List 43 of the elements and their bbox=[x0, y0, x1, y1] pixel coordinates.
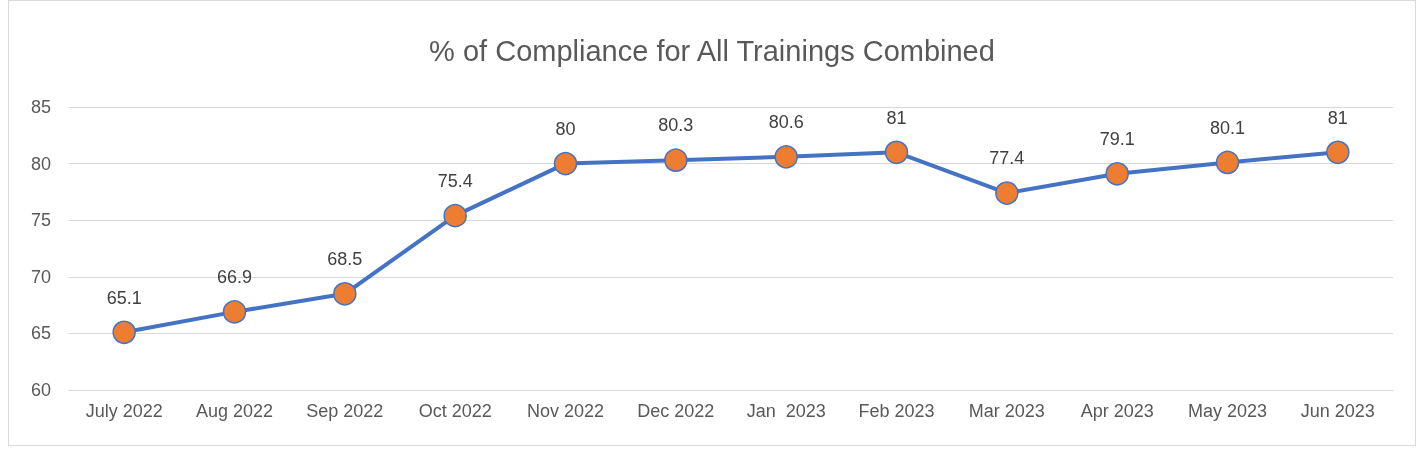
x-tick-label: May 2023 bbox=[1187, 401, 1268, 421]
data-label: 80.6 bbox=[768, 112, 804, 133]
point bbox=[112, 320, 136, 345]
x-tick-label: Feb 2023 bbox=[858, 401, 935, 421]
data-label: 68.5 bbox=[327, 249, 363, 270]
data-label: 81 bbox=[1327, 107, 1348, 128]
y-tick-label: 75 bbox=[30, 210, 51, 231]
data-label: 80.1 bbox=[1209, 117, 1246, 138]
y-tick-label: 80 bbox=[30, 153, 51, 174]
point bbox=[664, 148, 688, 172]
point bbox=[995, 181, 1019, 205]
point bbox=[884, 140, 909, 165]
point bbox=[1105, 162, 1129, 186]
data-label: 77.4 bbox=[989, 148, 1025, 169]
data-label: 66.9 bbox=[216, 267, 253, 288]
point bbox=[774, 145, 798, 169]
data-label: 81 bbox=[886, 107, 907, 128]
x-tick-label: Apr 2023 bbox=[1080, 401, 1154, 421]
data-label: 65.1 bbox=[106, 287, 142, 308]
y-tick-label: 60 bbox=[30, 380, 51, 400]
data-label: 80 bbox=[555, 118, 576, 139]
data-label: 80.3 bbox=[658, 115, 694, 136]
x-tick-label: Nov 2022 bbox=[526, 401, 605, 421]
point bbox=[222, 300, 247, 324]
x-tick-label: Aug 2022 bbox=[195, 401, 274, 421]
data-label: 79.1 bbox=[1099, 129, 1135, 150]
chart-title: % of Compliance for All Trainings Combined bbox=[429, 34, 995, 67]
point bbox=[1326, 140, 1350, 165]
x-tick-label: Dec 2022 bbox=[637, 401, 715, 421]
point bbox=[333, 282, 357, 306]
y-tick-label: 85 bbox=[30, 97, 51, 117]
y-tick-label: 65 bbox=[30, 323, 51, 344]
point bbox=[1215, 150, 1240, 175]
x-tick-label: Jan 2023 bbox=[746, 401, 826, 421]
x-tick-label: Mar 2023 bbox=[968, 401, 1045, 421]
data-label: 75.4 bbox=[437, 170, 473, 191]
x-tick-label: Jun 2023 bbox=[1300, 401, 1375, 421]
point bbox=[443, 203, 467, 228]
point bbox=[553, 151, 578, 176]
x-tick-label: July 2022 bbox=[85, 401, 163, 421]
x-tick-label: Sep 2022 bbox=[306, 401, 384, 421]
y-tick-label: 70 bbox=[30, 266, 51, 287]
x-tick-label: Oct 2022 bbox=[418, 401, 492, 421]
